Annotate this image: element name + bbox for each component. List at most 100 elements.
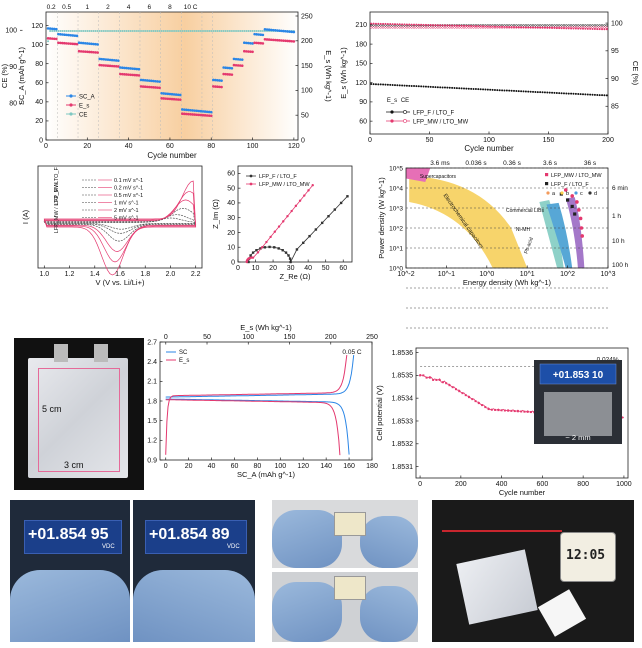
cycle-es-point [398, 23, 401, 26]
cycle-es-point [474, 88, 477, 91]
ragone-region-label: Commercial LIBs [506, 208, 545, 214]
es-point [193, 113, 197, 116]
sc-point [160, 91, 163, 95]
ce-point [173, 30, 176, 33]
ce-point [125, 30, 128, 33]
rate-x-tick-label: 100 [247, 143, 259, 150]
eis-line-f [248, 196, 348, 264]
eis-y-tick-label: 10 [227, 245, 235, 252]
potential-point [432, 378, 435, 381]
ce-point [191, 30, 194, 33]
ce-point [243, 30, 246, 33]
voltage-x-top-tick-label: 0 [164, 334, 168, 341]
eis-point-f [288, 257, 292, 260]
cycle-ce-point [396, 26, 399, 29]
sc-point [154, 79, 157, 83]
cycle-ce-point [565, 24, 568, 27]
sc-point [88, 42, 91, 45]
potential-point [507, 409, 510, 412]
es-point [170, 97, 174, 101]
ragone-x-tick-label: 10^3 [601, 271, 616, 278]
voltage-x-top-tick-label: 50 [203, 334, 211, 341]
sc-point [288, 30, 292, 33]
eis-point-mw [273, 230, 277, 233]
cycle-ce-point [553, 26, 556, 29]
cycle-es-point [601, 94, 604, 97]
sc-point [156, 80, 159, 83]
sc-point [152, 79, 155, 83]
rate-c-label: 4 [127, 4, 131, 11]
cycle-es-point [410, 84, 413, 87]
potential-y-tick-label: 1.8535 [392, 373, 414, 380]
ce-point [214, 30, 217, 33]
ce-point [47, 40, 50, 43]
sc-point [187, 108, 190, 112]
cycle-ce-point [541, 24, 544, 27]
voltage-x-tick-label: 140 [320, 463, 332, 470]
sc-point [100, 57, 104, 61]
sc-point [251, 42, 254, 45]
ragone-time-right: 6 min [612, 185, 628, 192]
es-point [100, 63, 104, 67]
es-point [125, 73, 128, 76]
es-point [88, 50, 91, 54]
cycle-ce-point [405, 26, 409, 29]
cycle-es-point [374, 22, 377, 25]
cycle-ce-point [565, 26, 568, 29]
voltage-x-tick-label: 40 [208, 463, 216, 470]
ce-point [226, 30, 229, 33]
cycle-ce-point [374, 26, 378, 29]
ce-point [179, 30, 182, 33]
ce-point [100, 30, 103, 33]
cycle-es-point [489, 88, 492, 91]
es-point [222, 72, 225, 76]
sc-point [265, 28, 269, 31]
meter-display-2 [145, 520, 247, 554]
cycle-es-point [382, 22, 385, 25]
potential-point [445, 382, 448, 385]
es-point [79, 50, 83, 53]
cycle-es-point [386, 83, 389, 86]
sc-point [290, 30, 294, 34]
es-point [139, 85, 143, 88]
cv-x-tick-label: 2.2 [191, 271, 201, 278]
potential-point [513, 410, 516, 413]
sc-point [220, 79, 223, 82]
cycle-ce-point [562, 24, 566, 27]
ce-point [59, 30, 62, 33]
glove [133, 570, 255, 642]
potential-inset-display [539, 363, 617, 385]
cycle-ce-point [600, 24, 604, 27]
ce-point [164, 30, 167, 33]
es-point [286, 39, 289, 43]
ce-point [208, 30, 211, 33]
cycle-ce-point [420, 26, 423, 29]
cycle-es-point [389, 23, 392, 26]
sc-point [232, 57, 236, 61]
ragone-point-mw [578, 216, 583, 221]
ce-point [123, 30, 126, 33]
cycle-ce-point [577, 26, 580, 29]
cycle-ce-point [417, 26, 420, 29]
cycle-es-point [551, 91, 554, 94]
es-point [280, 39, 283, 42]
cycle-ce-point [389, 26, 392, 29]
es-point [137, 74, 141, 77]
clock-reading: 12:05 [566, 548, 606, 563]
voltage-x-tick-label: 100 [274, 463, 286, 470]
cycle-ce-point [558, 24, 561, 27]
es-point [263, 38, 267, 41]
ce-point [113, 30, 116, 33]
cycle-ce-point [558, 26, 561, 29]
potential-point [435, 378, 438, 381]
cycle-ce-point [458, 26, 461, 29]
eis-point-f [277, 247, 280, 250]
ce-point [210, 30, 213, 33]
sc-point [48, 27, 52, 30]
potential-point [497, 409, 500, 412]
cycle-ce-point [555, 24, 558, 27]
cycle-ce-point [400, 26, 404, 29]
cycle-es-point [436, 86, 439, 89]
cv-x-tick-label: 1.0 [39, 271, 49, 278]
ce-point [148, 30, 151, 33]
